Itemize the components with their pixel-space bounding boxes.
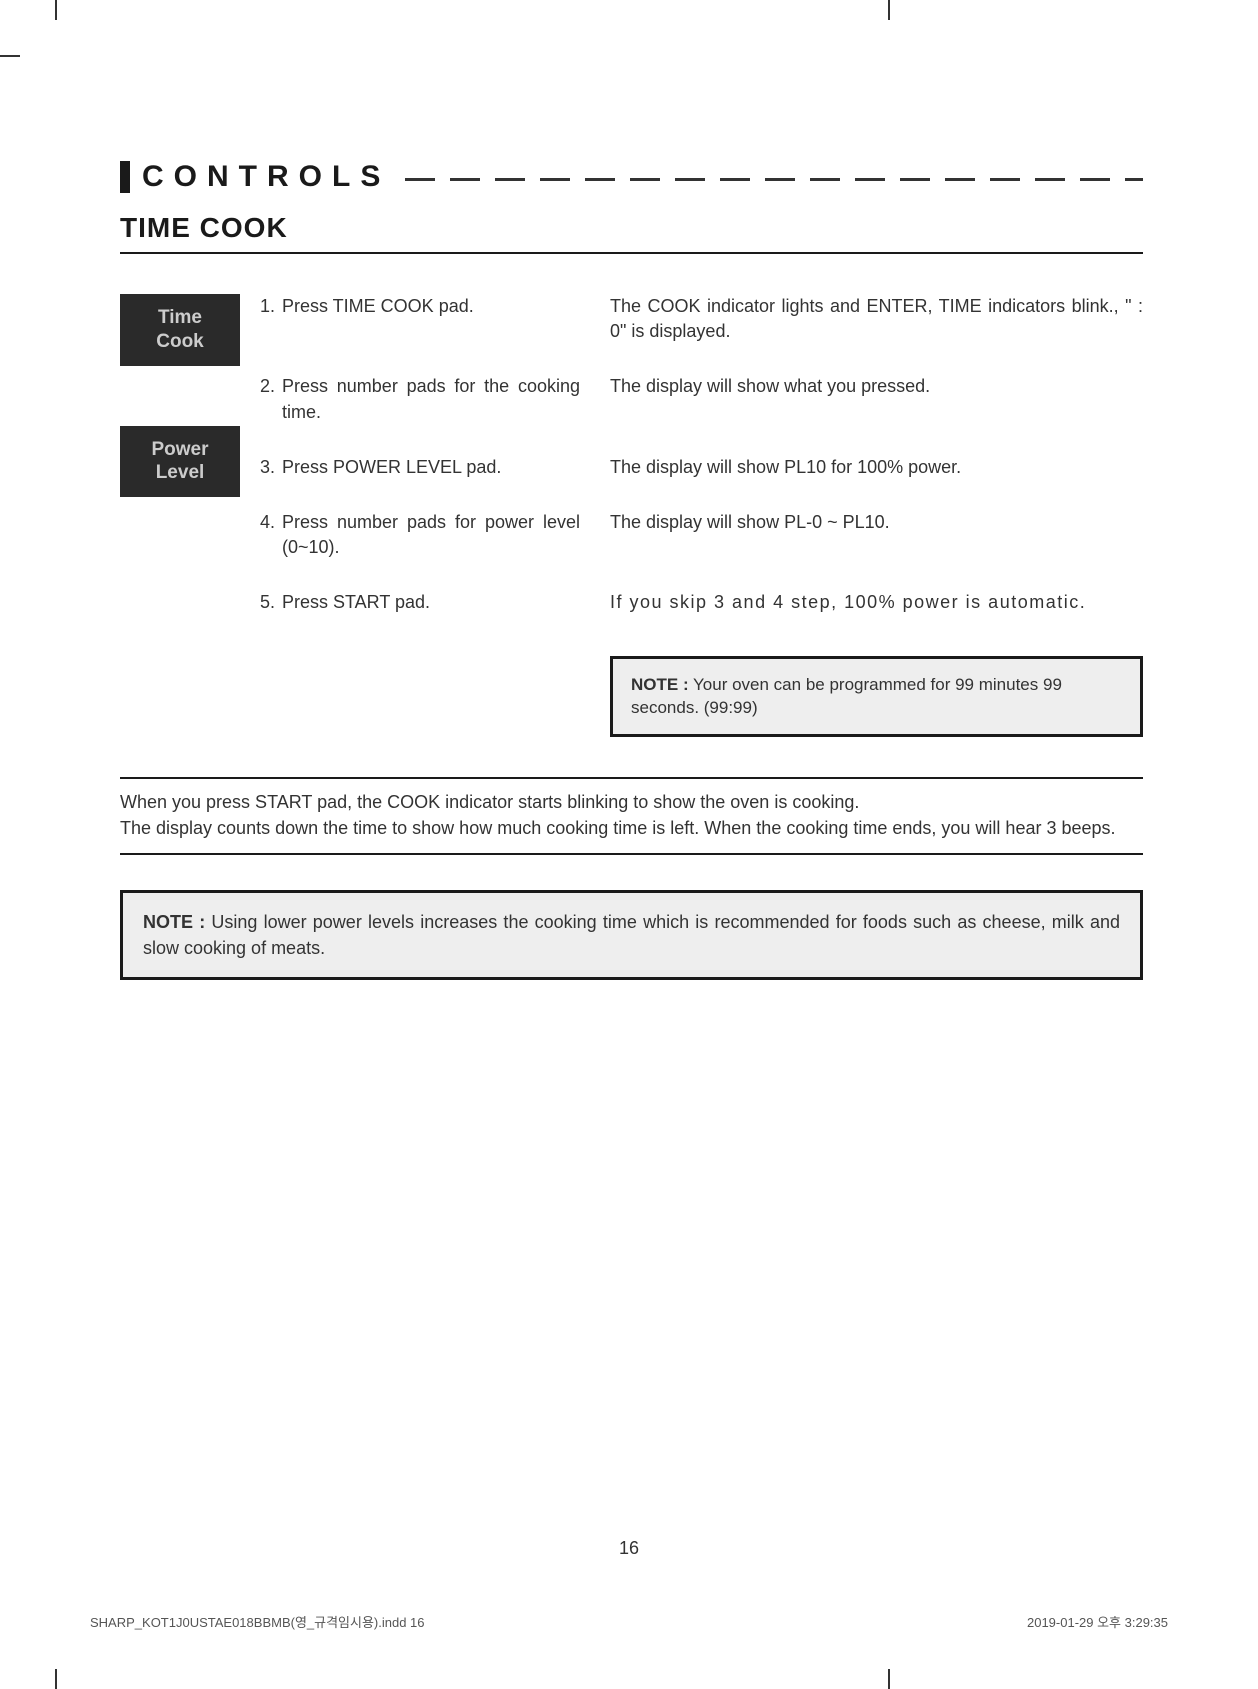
note-label: NOTE : <box>143 912 205 932</box>
note-box-wide: NOTE : Using lower power levels increase… <box>120 890 1143 980</box>
steps-column: 1. Press TIME COOK pad. The COOK indicat… <box>260 294 1143 737</box>
step-left: 1. Press TIME COOK pad. <box>260 294 580 344</box>
step-instruction: Press POWER LEVEL pad. <box>282 455 580 480</box>
step-instruction: Press number pads for power level (0~10)… <box>282 510 580 560</box>
step-left: 5. Press START pad. <box>260 590 580 615</box>
footer-timestamp: 2019-01-29 오후 3:29:35 <box>1027 1612 1168 1631</box>
footer: SHARP_KOT1J0USTAE018BBMB(영_규격임시용).indd 1… <box>90 1612 1168 1631</box>
step-result: The display will show what you pressed. <box>610 374 1143 424</box>
instructions-block: Time Cook Power Level 1. Press TIME COOK… <box>120 294 1143 737</box>
page-number: 16 <box>20 1538 1238 1559</box>
section-title: CONTROLS <box>142 160 390 194</box>
step-row: 3. Press POWER LEVEL pad. The display wi… <box>260 455 1143 480</box>
divider <box>120 853 1143 855</box>
step-row: 2. Press number pads for the cooking tim… <box>260 374 1143 424</box>
step-row: 4. Press number pads for power level (0~… <box>260 510 1143 560</box>
badges-column: Time Cook Power Level <box>120 294 240 737</box>
step-number: 2. <box>260 374 282 424</box>
note-label: NOTE : <box>631 675 689 694</box>
step-result: The COOK indicator lights and ENTER, TIM… <box>610 294 1143 344</box>
step-instruction: Press START pad. <box>282 590 580 615</box>
step-instruction: Press TIME COOK pad. <box>282 294 580 344</box>
step-number: 4. <box>260 510 282 560</box>
step-number: 5. <box>260 590 282 615</box>
step-result: If you skip 3 and 4 step, 100% power is … <box>610 590 1143 615</box>
step-left: 2. Press number pads for the cooking tim… <box>260 374 580 424</box>
section-bar-icon <box>120 161 130 193</box>
page-container: CONTROLS TIME COOK Time Cook Power Level… <box>20 20 1238 1669</box>
step-number: 1. <box>260 294 282 344</box>
step-row: 1. Press TIME COOK pad. The COOK indicat… <box>260 294 1143 344</box>
step-number: 3. <box>260 455 282 480</box>
content: CONTROLS TIME COOK Time Cook Power Level… <box>20 20 1238 1010</box>
note-box: NOTE : Your oven can be programmed for 9… <box>610 656 1143 738</box>
step-left: 4. Press number pads for power level (0~… <box>260 510 580 560</box>
subsection-title: TIME COOK <box>120 212 1143 254</box>
divider <box>120 777 1143 779</box>
body-paragraph: When you press START pad, the COOK indic… <box>120 789 1143 841</box>
step-result: The display will show PL10 for 100% powe… <box>610 455 1143 480</box>
note-text: Your oven can be programmed for 99 minut… <box>631 675 1062 718</box>
note-text: Using lower power levels increases the c… <box>143 912 1120 958</box>
step-left: 3. Press POWER LEVEL pad. <box>260 455 580 480</box>
badge-time-cook: Time Cook <box>120 294 240 366</box>
dashed-divider <box>405 178 1143 181</box>
step-result: The display will show PL-0 ~ PL10. <box>610 510 1143 560</box>
step-instruction: Press number pads for the cooking time. <box>282 374 580 424</box>
footer-filename: SHARP_KOT1J0USTAE018BBMB(영_규격임시용).indd 1… <box>90 1612 425 1631</box>
badge-power-level: Power Level <box>120 426 240 498</box>
note-right-wrapper: NOTE : Your oven can be programmed for 9… <box>610 656 1143 738</box>
section-header: CONTROLS <box>120 160 1143 194</box>
step-row: 5. Press START pad. If you skip 3 and 4 … <box>260 590 1143 615</box>
